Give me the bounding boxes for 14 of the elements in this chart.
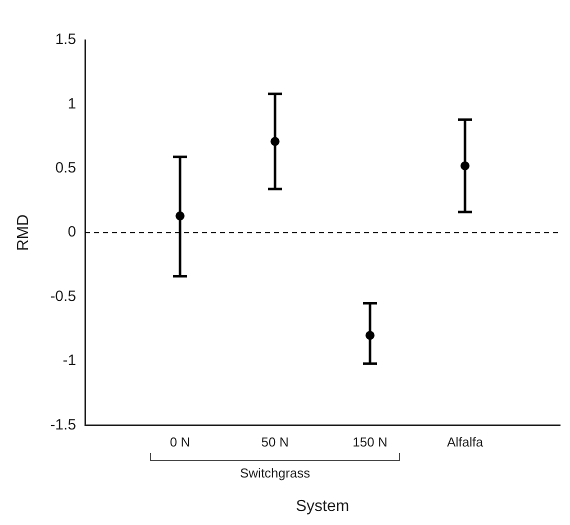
x-tick-label: 50 N: [261, 434, 289, 450]
y-tick-label: -1: [62, 352, 76, 370]
text: Switchgrass: [240, 465, 311, 480]
y-tick-label: 0: [68, 224, 76, 241]
x-tick-label: 0 N: [170, 434, 190, 450]
y-tick-label: -0.5: [50, 288, 76, 305]
x-axis-title: System: [296, 498, 350, 515]
y-tick-label: 1.5: [55, 31, 76, 48]
y-axis-title: RMD: [15, 214, 32, 251]
x-tick-label: 150 N: [352, 434, 388, 450]
y-tick-label: 0.5: [55, 160, 76, 177]
x-tick-label: Alfalfa: [446, 434, 484, 450]
y-tick-label: -1.5: [50, 416, 76, 434]
y-tick-label: 1: [68, 95, 76, 112]
